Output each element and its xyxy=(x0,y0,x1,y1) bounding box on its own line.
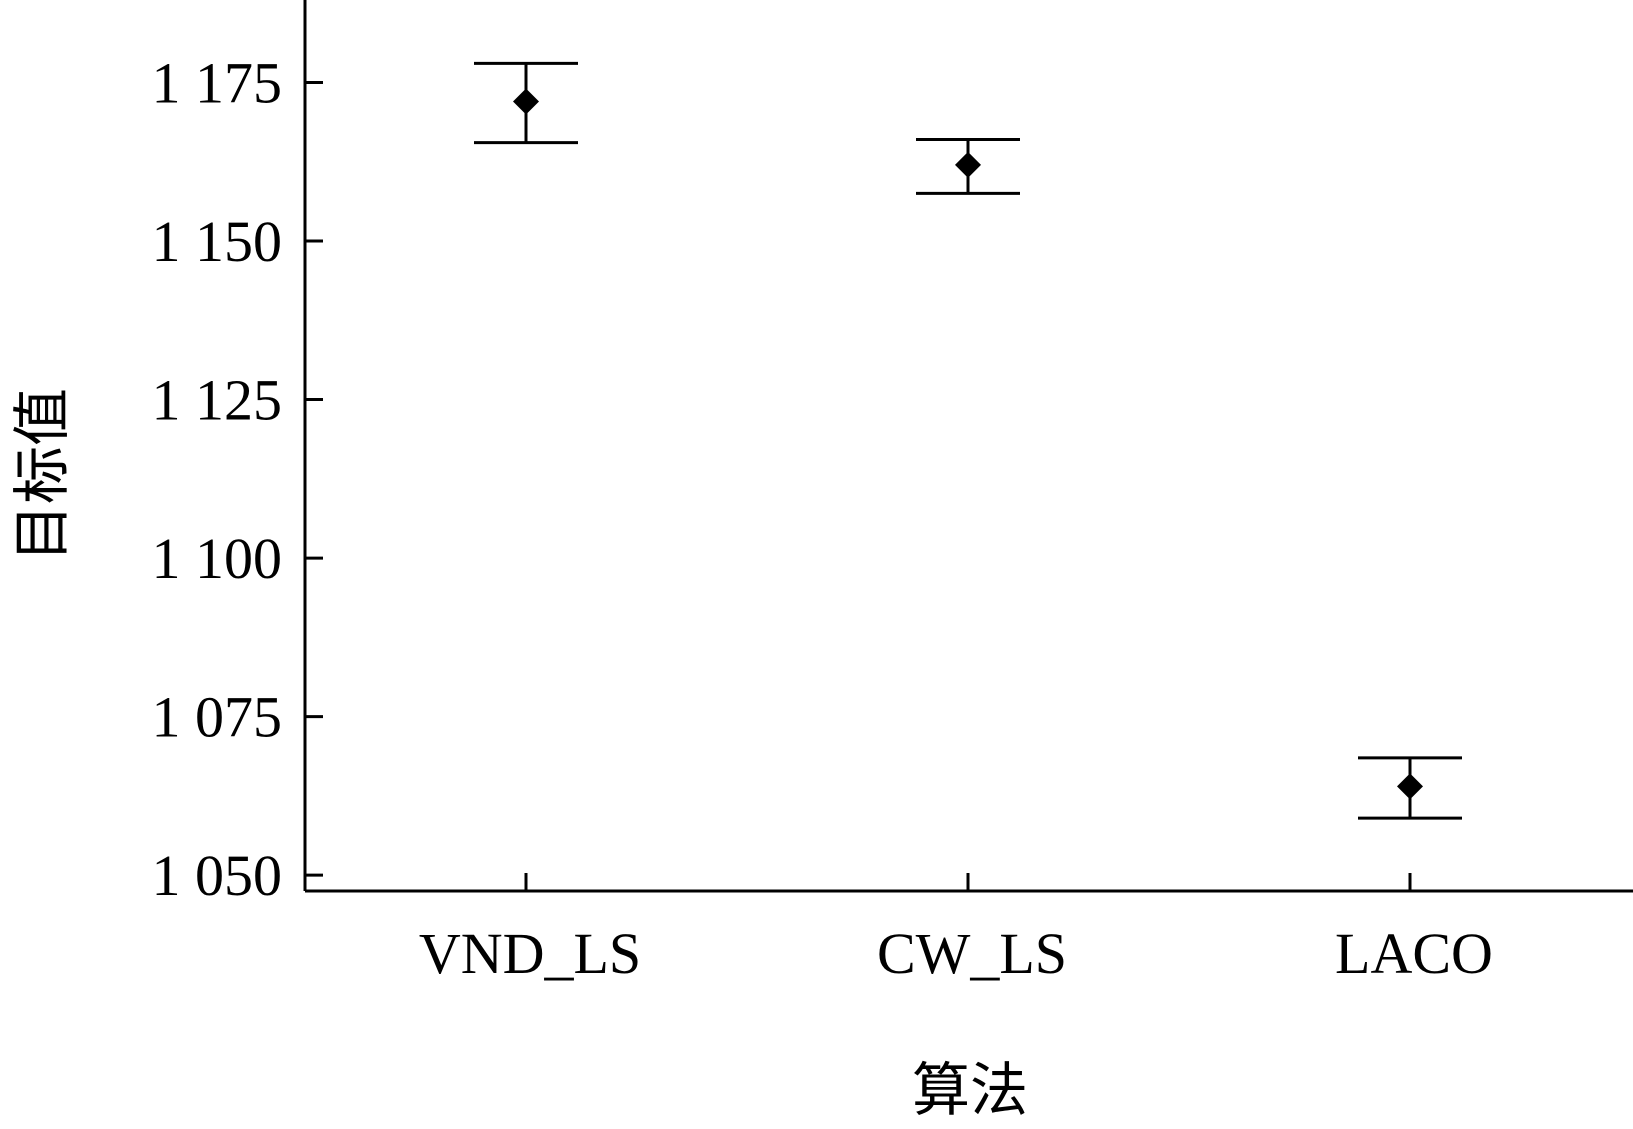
x-tick-label: CW_LS xyxy=(877,921,1067,986)
y-axis-title: 目标值 xyxy=(8,388,76,562)
y-tick-label: 1 075 xyxy=(152,685,283,750)
y-tick-label: 1 100 xyxy=(152,526,283,591)
x-axis-title: 算法 xyxy=(912,1056,1028,1124)
y-tick-label: 1 050 xyxy=(152,843,283,908)
y-tick-label: 1 125 xyxy=(152,368,283,433)
x-tick-label: LACO xyxy=(1335,921,1493,986)
x-ticks: VND_LS CW_LS LACO xyxy=(419,873,1493,986)
data-point-marker xyxy=(955,151,981,178)
y-tick-label: 1 150 xyxy=(152,209,283,274)
y-tick-label: 1 175 xyxy=(152,50,283,115)
y-ticks: 1 050 1 075 1 100 1 125 1 150 1 175 xyxy=(152,50,323,908)
data-point-marker xyxy=(513,88,539,115)
x-tick-label: VND_LS xyxy=(419,921,641,986)
data-marks xyxy=(474,61,1462,820)
data-point-marker xyxy=(1397,773,1423,800)
